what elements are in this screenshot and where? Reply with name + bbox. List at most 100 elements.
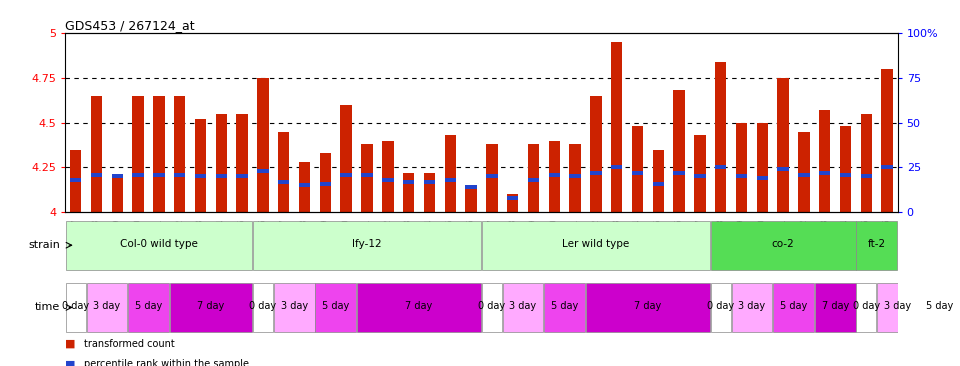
- Bar: [70, 178, 82, 182]
- Bar: [919, 283, 960, 332]
- Bar: [444, 135, 456, 212]
- Bar: [257, 169, 269, 173]
- Bar: [756, 176, 768, 180]
- Text: 7 day: 7 day: [405, 301, 433, 311]
- Bar: [861, 175, 872, 178]
- Bar: [819, 110, 830, 212]
- Bar: [403, 173, 415, 212]
- Bar: [403, 180, 415, 184]
- Bar: [569, 144, 581, 212]
- Bar: [111, 175, 123, 178]
- Bar: [278, 131, 290, 212]
- Text: ft-2: ft-2: [868, 239, 886, 249]
- Bar: [486, 144, 497, 212]
- Bar: [840, 173, 852, 176]
- Bar: [756, 123, 768, 212]
- Bar: [856, 283, 876, 332]
- Bar: [236, 114, 248, 212]
- Bar: [507, 194, 518, 212]
- Bar: [482, 220, 709, 270]
- Text: ■: ■: [65, 359, 76, 366]
- Bar: [710, 220, 855, 270]
- Text: 3 day: 3 day: [738, 301, 765, 311]
- Bar: [611, 165, 622, 169]
- Text: 5 day: 5 day: [925, 301, 953, 311]
- Bar: [65, 220, 252, 270]
- Text: 0 day: 0 day: [62, 301, 89, 311]
- Text: co-2: co-2: [772, 239, 795, 249]
- Bar: [216, 114, 228, 212]
- Bar: [216, 175, 228, 178]
- Text: strain: strain: [29, 240, 60, 250]
- Bar: [773, 283, 814, 332]
- Bar: [86, 283, 128, 332]
- Bar: [735, 175, 747, 178]
- Bar: [590, 96, 602, 212]
- Text: 5 day: 5 day: [323, 301, 349, 311]
- Text: percentile rank within the sample: percentile rank within the sample: [84, 359, 250, 366]
- Bar: [732, 283, 773, 332]
- Text: 5 day: 5 day: [135, 301, 162, 311]
- Text: 0 day: 0 day: [478, 301, 505, 311]
- Bar: [466, 185, 477, 189]
- Bar: [341, 105, 352, 212]
- Bar: [132, 173, 144, 176]
- Text: 7 day: 7 day: [822, 301, 849, 311]
- Bar: [128, 283, 169, 332]
- Bar: [694, 135, 706, 212]
- Bar: [694, 175, 706, 178]
- Bar: [253, 283, 273, 332]
- Bar: [132, 96, 144, 212]
- Bar: [673, 171, 684, 175]
- Bar: [253, 220, 481, 270]
- Text: Ler wild type: Ler wild type: [563, 239, 630, 249]
- Text: 0 day: 0 day: [852, 301, 880, 311]
- Bar: [195, 175, 206, 178]
- Bar: [507, 196, 518, 200]
- Bar: [299, 162, 310, 212]
- Bar: [357, 283, 481, 332]
- Bar: [586, 283, 709, 332]
- Bar: [236, 175, 248, 178]
- Bar: [70, 150, 82, 212]
- Text: time: time: [36, 302, 60, 313]
- Bar: [299, 183, 310, 187]
- Bar: [710, 283, 731, 332]
- Bar: [154, 173, 164, 176]
- Text: 5 day: 5 day: [780, 301, 807, 311]
- Bar: [856, 220, 898, 270]
- Bar: [444, 178, 456, 182]
- Bar: [840, 126, 852, 212]
- Bar: [320, 182, 331, 186]
- Bar: [382, 141, 394, 212]
- Text: transformed count: transformed count: [84, 339, 176, 349]
- Bar: [503, 283, 543, 332]
- Bar: [423, 173, 435, 212]
- Bar: [548, 173, 560, 176]
- Text: 7 day: 7 day: [198, 301, 225, 311]
- Bar: [632, 171, 643, 175]
- Bar: [154, 96, 164, 212]
- Bar: [341, 173, 352, 176]
- Bar: [423, 180, 435, 184]
- Bar: [877, 283, 918, 332]
- Text: ■: ■: [65, 339, 76, 349]
- Bar: [65, 283, 85, 332]
- Bar: [486, 175, 497, 178]
- Bar: [174, 96, 185, 212]
- Bar: [778, 78, 789, 212]
- Bar: [274, 283, 315, 332]
- Bar: [881, 69, 893, 212]
- Text: Col-0 wild type: Col-0 wild type: [120, 239, 198, 249]
- Text: 3 day: 3 day: [884, 301, 911, 311]
- Bar: [316, 283, 356, 332]
- Bar: [361, 144, 372, 212]
- Bar: [815, 283, 855, 332]
- Bar: [715, 165, 727, 169]
- Bar: [111, 176, 123, 212]
- Bar: [673, 90, 684, 212]
- Bar: [320, 153, 331, 212]
- Bar: [174, 173, 185, 176]
- Bar: [195, 119, 206, 212]
- Text: 5 day: 5 day: [551, 301, 578, 311]
